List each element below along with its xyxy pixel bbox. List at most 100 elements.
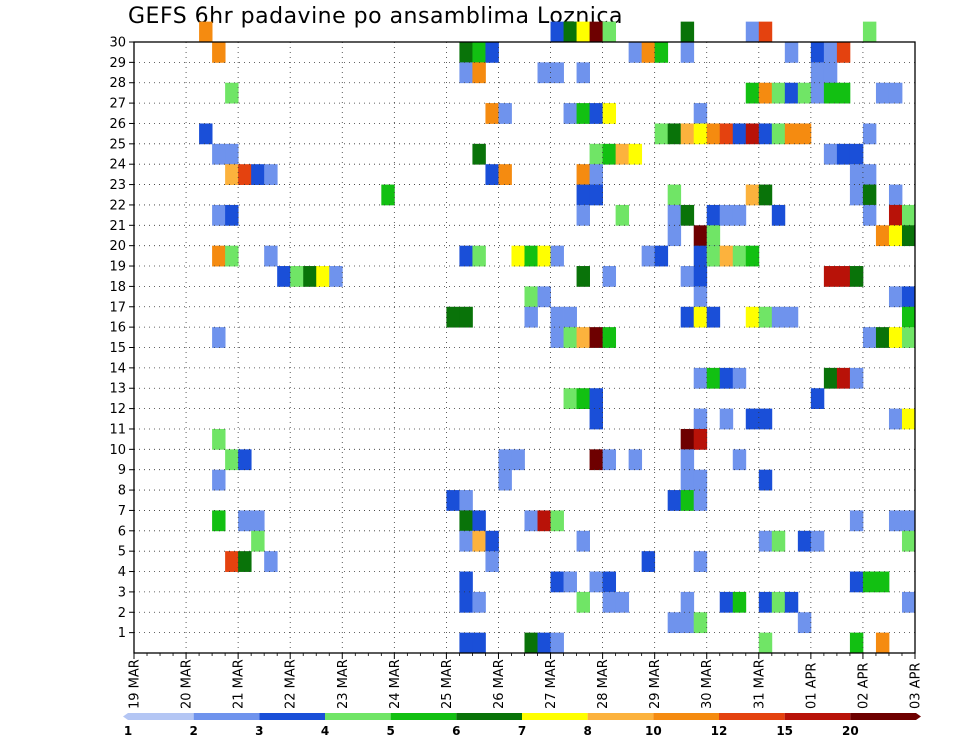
heatmap-cell bbox=[615, 591, 630, 613]
heatmap-cell bbox=[667, 204, 682, 226]
heatmap-cell bbox=[498, 449, 512, 471]
heatmap-cell bbox=[849, 164, 864, 185]
heatmap-cell bbox=[901, 225, 916, 247]
heatmap-cell bbox=[264, 164, 278, 185]
heatmap-cell bbox=[823, 143, 838, 165]
heatmap-cell bbox=[251, 164, 265, 185]
heatmap-cell bbox=[810, 62, 825, 84]
heatmap-cell bbox=[823, 367, 838, 389]
heatmap-cell bbox=[836, 143, 851, 165]
colorbar-right-arrow bbox=[916, 713, 921, 720]
heatmap-cell bbox=[576, 62, 590, 84]
heatmap-cell bbox=[719, 408, 734, 430]
heatmap-cell bbox=[225, 82, 239, 104]
colorbar-label: 1 bbox=[124, 724, 132, 738]
heatmap-cell bbox=[875, 571, 890, 593]
heatmap-cell bbox=[745, 408, 760, 430]
heatmap-cell bbox=[641, 42, 656, 63]
colorbar-label: 10 bbox=[645, 724, 662, 738]
heatmap-cell bbox=[277, 266, 291, 287]
heatmap-cells bbox=[199, 21, 916, 654]
colorbar-label: 7 bbox=[518, 724, 526, 738]
heatmap-cell bbox=[212, 245, 226, 267]
y-tick-label: 9 bbox=[118, 463, 126, 478]
heatmap-cell bbox=[745, 245, 760, 267]
heatmap-cell bbox=[758, 21, 773, 43]
colorbar-label: 15 bbox=[776, 724, 793, 738]
heatmap-cell bbox=[511, 245, 525, 267]
x-tick-label: 22 MAR bbox=[284, 659, 299, 709]
colorbar-label: 8 bbox=[583, 724, 591, 738]
x-tick-label: 25 MAR bbox=[440, 659, 455, 709]
heatmap-cell bbox=[680, 42, 695, 63]
heatmap-cell bbox=[563, 306, 577, 328]
heatmap-cell bbox=[459, 245, 473, 267]
heatmap-cell bbox=[381, 184, 395, 206]
heatmap-cell bbox=[537, 510, 551, 532]
heatmap-cell bbox=[745, 123, 760, 145]
heatmap-cell bbox=[771, 123, 786, 145]
y-tick-label: 7 bbox=[118, 504, 126, 519]
y-tick-label: 10 bbox=[109, 443, 126, 458]
heatmap-cell bbox=[732, 367, 747, 389]
heatmap-cell bbox=[550, 571, 564, 593]
heatmap-cell bbox=[563, 388, 577, 409]
heatmap-cell bbox=[888, 408, 903, 430]
heatmap-cell bbox=[472, 143, 486, 165]
heatmap-cell bbox=[459, 306, 473, 328]
heatmap-cell bbox=[602, 21, 617, 43]
heatmap-cell bbox=[758, 530, 773, 552]
x-tick-label: 02 APR bbox=[856, 663, 871, 709]
heatmap-cell bbox=[836, 367, 851, 389]
y-tick-label: 20 bbox=[109, 239, 126, 254]
heatmap-cell bbox=[732, 123, 747, 145]
heatmap-cell bbox=[524, 632, 538, 654]
heatmap-cell bbox=[901, 510, 916, 532]
y-tick-label: 13 bbox=[109, 382, 126, 397]
heatmap-cell bbox=[212, 143, 226, 165]
heatmap-cell bbox=[823, 82, 838, 104]
heatmap-cell bbox=[901, 286, 916, 308]
heatmap-cell bbox=[459, 530, 473, 552]
heatmap-cell bbox=[615, 143, 630, 165]
heatmap-cell bbox=[589, 327, 603, 348]
heatmap-cell bbox=[459, 62, 473, 84]
heatmap-cell bbox=[628, 42, 643, 63]
x-tick-label: 03 APR bbox=[909, 663, 924, 709]
heatmap-cell bbox=[459, 42, 473, 63]
heatmap-cell bbox=[654, 42, 669, 63]
heatmap-cell bbox=[472, 530, 486, 552]
heatmap-cell bbox=[459, 571, 473, 593]
heatmap-cell bbox=[745, 21, 760, 43]
heatmap-cell bbox=[693, 245, 708, 267]
heatmap-cell bbox=[212, 327, 226, 348]
heatmap-cell bbox=[680, 266, 695, 287]
heatmap-cell bbox=[199, 123, 213, 145]
heatmap-cell bbox=[732, 449, 747, 471]
colorbar-label: 3 bbox=[255, 724, 263, 738]
heatmap-cell bbox=[225, 204, 239, 226]
heatmap-cell bbox=[472, 245, 486, 267]
heatmap-cell bbox=[810, 530, 825, 552]
y-tick-label: 6 bbox=[118, 524, 126, 539]
heatmap-cell bbox=[654, 123, 669, 145]
y-tick-label: 19 bbox=[109, 260, 126, 275]
y-tick-label: 30 bbox=[109, 36, 126, 51]
heatmap-cell bbox=[849, 632, 864, 654]
colorbar-swatch bbox=[259, 713, 325, 720]
heatmap-cell bbox=[849, 510, 864, 532]
heatmap-cell bbox=[563, 327, 577, 348]
colorbar-label: 5 bbox=[386, 724, 394, 738]
heatmap-cell bbox=[680, 123, 695, 145]
heatmap-cell bbox=[602, 327, 617, 348]
heatmap-cell bbox=[758, 408, 773, 430]
y-tick-label: 8 bbox=[118, 484, 126, 499]
y-tick-label: 2 bbox=[118, 606, 126, 621]
y-tick-label: 1 bbox=[118, 626, 126, 641]
heatmap-cell bbox=[589, 408, 603, 430]
heatmap-cell bbox=[472, 42, 486, 63]
heatmap-cell bbox=[693, 469, 708, 491]
heatmap-cell bbox=[888, 510, 903, 532]
heatmap-cell bbox=[485, 530, 499, 552]
heatmap-cell bbox=[329, 266, 343, 287]
